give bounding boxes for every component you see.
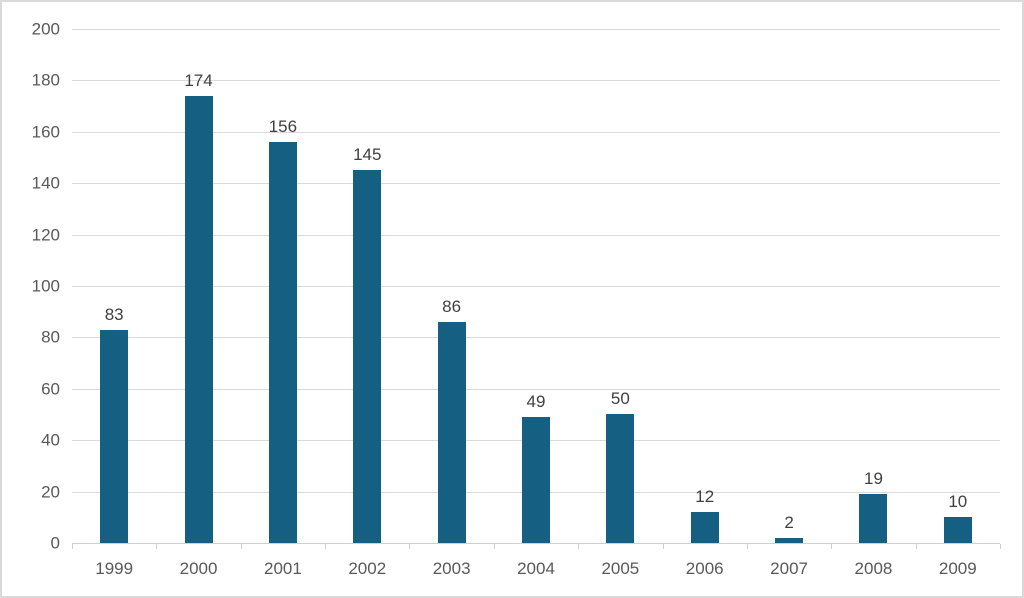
x-axis-tick-mark [493, 544, 495, 549]
bar-value-label: 145 [353, 145, 382, 164]
gridline [72, 80, 1000, 82]
bar-value-label: 83 [104, 305, 124, 324]
x-tick-label: 2001 [263, 559, 302, 578]
bar-value-label: 2 [784, 513, 794, 532]
y-tick-label: 140 [31, 173, 60, 193]
bar [859, 494, 888, 543]
x-axis-tick-mark [72, 544, 73, 549]
x-tick-label: 2008 [854, 559, 893, 578]
x-tick-label: 2007 [770, 559, 808, 578]
x-tick-label: 2009 [938, 559, 977, 578]
gridline [72, 337, 1000, 339]
y-tick-label: 100 [31, 276, 60, 296]
x-tick-label: 2004 [517, 559, 555, 578]
gridline [72, 388, 1000, 390]
bar-value-label: 19 [863, 469, 883, 488]
y-tick-label: 180 [31, 70, 60, 90]
bar [184, 96, 213, 543]
bar [522, 417, 550, 543]
x-axis-tick-mark [578, 544, 580, 549]
x-tick-label: 2000 [179, 559, 218, 578]
gridline [72, 29, 1000, 30]
y-tick-label: 40 [41, 430, 60, 450]
bar-value-label: 12 [695, 487, 715, 506]
bar-value-label: 86 [442, 297, 462, 316]
y-tick-label: 20 [41, 482, 60, 502]
y-tick-label: 200 [31, 19, 60, 39]
y-tick-label: 120 [31, 225, 60, 245]
x-axis-tick-mark [831, 544, 833, 549]
bar [100, 330, 129, 543]
x-axis-tick-mark [325, 544, 327, 549]
bar-value-label: 174 [184, 71, 213, 90]
bar-value-label: 50 [610, 389, 630, 408]
gridline [72, 234, 1000, 236]
x-tick-label: 2006 [685, 559, 724, 578]
x-axis-tick-mark [156, 544, 158, 549]
bar [606, 414, 635, 543]
y-tick-label: 0 [50, 533, 60, 553]
x-axis-line [72, 543, 1000, 544]
y-tick-label: 60 [41, 379, 60, 399]
x-axis-tick-mark [409, 544, 411, 549]
x-axis-tick-mark [240, 544, 242, 549]
bar [353, 170, 382, 543]
x-axis-tick-mark [915, 544, 917, 549]
x-axis-tick-mark [1000, 544, 1001, 549]
x-axis-tick-mark [746, 544, 748, 549]
x-tick-label: 2005 [601, 559, 640, 578]
bar [690, 512, 719, 543]
bar [268, 142, 297, 543]
gridline [72, 183, 1000, 185]
x-tick-label: 2002 [348, 559, 387, 578]
gridline [72, 286, 1000, 287]
x-tick-label: 1999 [95, 559, 134, 578]
bar [437, 322, 466, 543]
bar [775, 538, 804, 543]
y-tick-label: 160 [31, 122, 60, 142]
x-tick-label: 2003 [432, 559, 471, 578]
bar-value-label: 10 [948, 492, 968, 511]
gridline [72, 131, 1000, 133]
y-tick-label: 80 [41, 327, 60, 347]
bar-value-label: 156 [268, 117, 298, 136]
bar-value-label: 49 [526, 392, 546, 411]
bar [943, 517, 972, 543]
x-axis-tick-mark [662, 544, 664, 549]
